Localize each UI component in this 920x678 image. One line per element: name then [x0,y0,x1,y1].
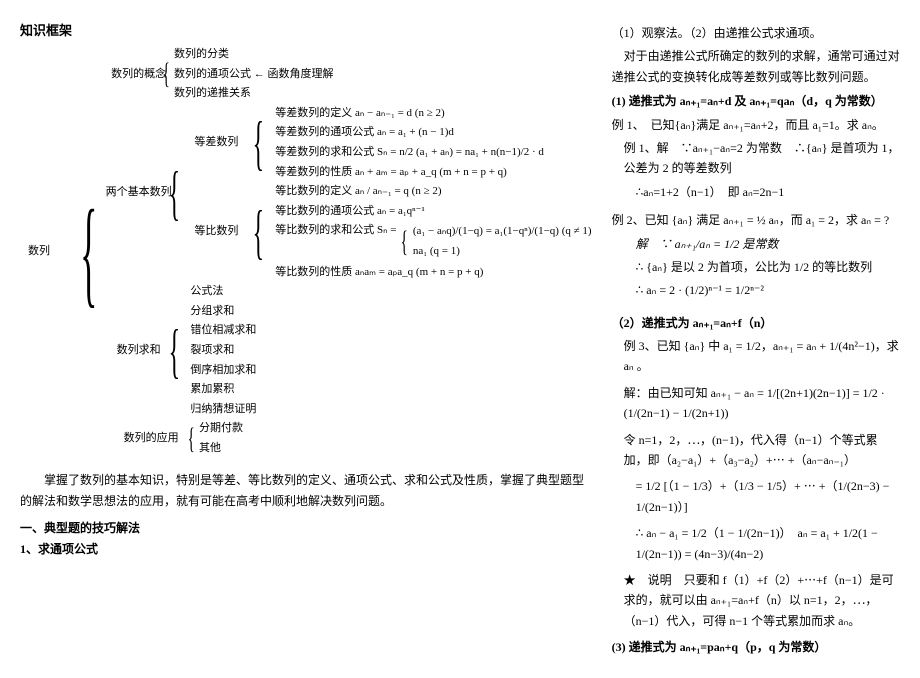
leaf: 倒序相加求和 [190,361,256,381]
ex2d: ∴ aₙ = 2 · (1/2)ⁿ⁻¹ = 1/2ⁿ⁻² [612,280,900,300]
root-label: 数列 [20,243,58,261]
node-app: 数列的应用 [120,430,183,448]
r-line: 对于由递推公式所确定的数列的求解，通常可通过对递推公式的变换转化成等差数列或等比… [612,46,900,87]
leaf: (a₁ − aₙq)/(1−q) = a₁(1−qⁿ)/(1−q) (q ≠ 1… [413,222,592,242]
ex3c: 令 n=1，2，⋯，(n−1)，代入得（n−1）个等式累加，即（a₂−a₁）+（… [612,430,900,471]
leaf: 等比数列的定义 aₙ / aₙ₋₁ = q (n ≥ 2) [275,182,591,202]
brace-icon: { [162,59,169,89]
node-concept: 数列的概念 [120,66,158,84]
leaf: 累加累积 [190,380,256,400]
brace-icon: { [401,227,408,257]
ex1c: ∴aₙ=1+2（n−1） 即 aₙ=2n−1 [612,182,900,202]
recur-h2: （2）递推式为 aₙ₊₁=aₙ+f（n） [612,313,900,333]
leaf: 数列的分类 [174,45,334,65]
brace-icon: { [168,321,180,381]
brace-icon: { [253,113,265,173]
ex3d: = 1/2 [（1 − 1/3）+（1/3 − 1/5）+ ⋯ +（1/(2n−… [612,476,900,517]
ex3e: ∴ aₙ − a₁ = 1/2（1 − 1/(2n−1)） aₙ = a₁ + … [612,523,900,564]
leaf: 数列的通项公式 ← 函数角度理解 [174,65,334,85]
leaf: 等差数列的定义 aₙ − aₙ₋₁ = d (n ≥ 2) [275,104,544,124]
ex3a: 例 3、已知 {aₙ} 中 a₁ = 1/2，aₙ₊₁ = aₙ + 1/(4n… [612,336,900,377]
leaf: 错位相减求和 [190,321,256,341]
ex2c: ∴ {aₙ} 是以 2 为首项，公比为 1/2 的等比数列 [612,257,900,277]
sum-label: 等比数列的求和公式 Sₙ = [275,222,396,261]
brace-icon: { [80,204,97,300]
ex2b: 解 ∵ aₙ₊₁/aₙ = 1/2 是常数 [612,234,900,254]
ex3b: 解：由已知可知 aₙ₊₁ − aₙ = 1/[(2n+1)(2n−1)] = 1… [612,383,900,424]
note: ★ 说明 只要和 f（1）+f（2）+⋯+f（n−1）是可求的，就可以由 aₙ₊… [612,570,900,631]
brace-icon: { [187,424,194,454]
section-1-1: 1、求通项公式 [20,540,592,557]
knowledge-tree: 数列 { 数列的概念 { 数列的分类 数列的通项公式 ← 函数角度理解 数列的递… [20,45,592,458]
leaf: 裂项求和 [190,341,256,361]
ex1a: 例 1、 已知{aₙ}满足 aₙ₊₁=aₙ+2，而且 a₁=1。求 aₙ。 [612,115,900,135]
brace-icon: { [168,163,180,223]
node-sum: 数列求和 [120,342,158,360]
leaf: 分组求和 [190,302,256,322]
leaf: 等差数列的求和公式 Sₙ = n/2 (a₁ + aₙ) = na₁ + n(n… [275,143,544,163]
leaf: na₁ (q = 1) [413,242,592,262]
leaf: 归纳猜想证明 [190,400,256,420]
ex1b: 例 1、解 ∵aₙ₊₁−aₙ=2 为常数 ∴{aₙ} 是首项为 1，公差为 2 … [612,138,900,179]
summary-para: 掌握了数列的基本知识，特别是等差、等比数列的定义、通项公式、求和公式及性质，掌握… [20,470,592,511]
leaf: 数列的递推关系 [174,84,334,104]
recur-h1: (1) 递推式为 aₙ₊₁=aₙ+d 及 aₙ₊₁=qaₙ（d，q 为常数） [612,91,900,111]
node-geom: 等比数列 [190,223,242,241]
recur-h3: (3) 递推式为 aₙ₊₁=paₙ+q（p，q 为常数） [612,637,900,657]
leaf: 公式法 [190,282,256,302]
leaf: 其他 [199,439,243,459]
ex2a: 例 2、已知 {aₙ} 满足 aₙ₊₁ = ½ aₙ，而 a₁ = 2，求 aₙ… [612,210,900,230]
brace-icon: { [253,202,265,262]
leaf: 等差数列的通项公式 aₙ = a₁ + (n − 1)d [275,123,544,143]
leaf: 等比数列的通项公式 aₙ = a₁qⁿ⁻¹ [275,202,591,222]
leaf: 分期付款 [199,419,243,439]
node-arith: 等差数列 [190,134,242,152]
framework-title: 知识框架 [20,20,592,39]
r-line: （1）观察法。（2）由递推公式求通项。 [612,23,900,43]
leaf: 等比数列的求和公式 Sₙ = { (a₁ − aₙq)/(1−q) = a₁(1… [275,221,591,262]
section-1: 一、典型题的技巧解法 [20,519,592,536]
leaf: 等差数列的性质 aₙ + aₘ = aₚ + a_q (m + n = p + … [275,163,544,183]
leaf: 等比数列的性质 aₙaₘ = aₚa_q (m + n = p + q) [275,263,591,283]
node-basic: 两个基本数列 [120,184,158,202]
